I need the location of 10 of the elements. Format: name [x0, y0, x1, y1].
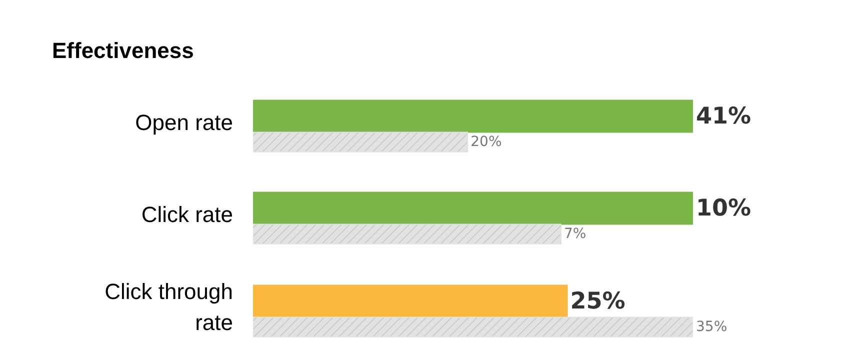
data-label: 35%	[696, 319, 728, 336]
data-label: 10%	[696, 195, 752, 222]
data-label: 7%	[564, 226, 586, 242]
y-tick-label: Click through rate	[104, 278, 233, 337]
y-tick-label: Click rate	[140, 200, 233, 228]
y-tick-label: Open rate	[134, 108, 233, 137]
data-label: 41%	[696, 103, 752, 130]
data-label: 25%	[570, 288, 626, 314]
chart-title: Effectiveness	[52, 38, 194, 64]
data-label: 20%	[470, 134, 502, 150]
